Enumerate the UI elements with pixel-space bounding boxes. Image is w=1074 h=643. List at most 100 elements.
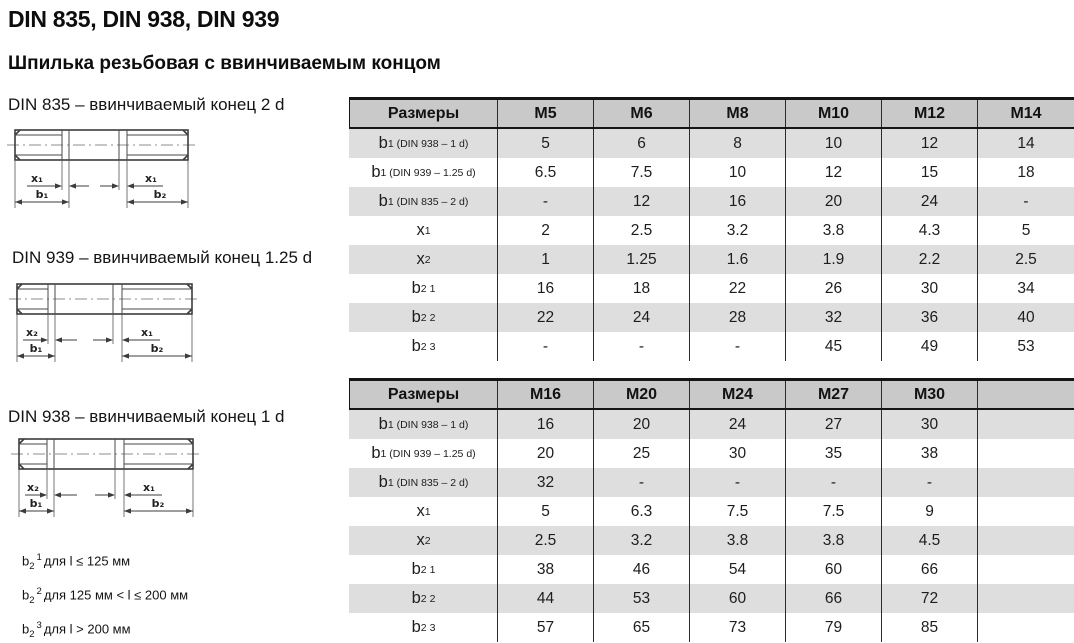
table-cell: 65 — [594, 613, 690, 642]
footnote-text: для l ≤ 125 мм — [43, 553, 131, 569]
spec-table-m16-m30: Размеры M16 M20 M24 M27 M30 b 1 (DIN 938 – 1 d)… — [349, 378, 1074, 642]
column-header: M6 — [594, 100, 690, 127]
table-cell: 36 — [882, 303, 978, 332]
footnote-b2-2: b22 для 125 мм < l ≤ 200 мм — [22, 586, 188, 606]
row-label-base: b — [378, 415, 388, 433]
table-row: b 2 3 57 65 73 79 85 — [349, 613, 1074, 642]
column-header-sizes: Размеры — [350, 381, 498, 408]
table-cell: 24 — [690, 410, 786, 439]
row-label-base: x — [416, 221, 425, 239]
table-cell: 16 — [690, 187, 786, 216]
table-cell: 3.8 — [690, 526, 786, 555]
page-title: DIN 835, DIN 938, DIN 939 — [8, 6, 280, 32]
table-cell: 7.5 — [786, 497, 882, 526]
row-label-base: b — [378, 134, 388, 152]
table-cell: 34 — [1017, 279, 1035, 297]
footnote-sup: 3 — [36, 620, 42, 631]
drawing-caption-din938: DIN 938 – ввинчиваемый конец 1 d — [8, 407, 285, 426]
row-label-base: x — [416, 250, 425, 268]
table-row: b 2 1 38 46 54 60 66 — [349, 555, 1074, 584]
table-cell: 2.5 — [1015, 250, 1037, 268]
table-cell: 22 — [690, 274, 786, 303]
column-header: M8 — [690, 100, 786, 127]
table-cell: 5 — [1021, 221, 1031, 239]
row-label-base: b — [411, 560, 421, 578]
table-cell: 28 — [690, 303, 786, 332]
table-cell: 16 — [498, 410, 594, 439]
table-cell: 53 — [1017, 337, 1035, 355]
table-cell: 15 — [882, 158, 978, 187]
table-cell: 30 — [882, 274, 978, 303]
table-cell: 38 — [498, 555, 594, 584]
table-cell: 5 — [498, 497, 594, 526]
stud-drawing-din835: x₁ x₁ b₁ b₂ — [7, 129, 197, 208]
table-cell: 27 — [786, 410, 882, 439]
row-label-base: b — [371, 163, 381, 181]
table-cell: 1.25 — [594, 245, 690, 274]
table-cell: 32 — [786, 303, 882, 332]
footnote-sup: 1 — [36, 552, 42, 563]
footnote-sub: 2 — [29, 628, 35, 640]
table-top-border — [349, 97, 1074, 100]
footnote-b2-1: b21 для l ≤ 125 мм — [22, 552, 130, 572]
table-cell — [978, 555, 1074, 584]
table-cell: 32 — [498, 468, 594, 497]
table-cell: - — [498, 187, 594, 216]
table-cell: 18 — [1017, 163, 1035, 181]
table-cell — [978, 439, 1074, 468]
table-cell: 79 — [786, 613, 882, 642]
stud-drawing-din938: x₂ x₁ b₁ b₂ — [11, 438, 203, 517]
table-row: b 2 2 44 53 60 66 72 — [349, 584, 1074, 613]
stud-drawing-din939: x₂ x₁ b₁ b₂ — [9, 283, 201, 362]
table-cell: 24 — [594, 303, 690, 332]
table-cell: 20 — [594, 410, 690, 439]
table-cell: 60 — [690, 584, 786, 613]
table-cell: 66 — [882, 555, 978, 584]
table-cell: - — [882, 468, 978, 497]
table-cell — [978, 526, 1074, 555]
row-label-base: b — [411, 618, 421, 636]
table-cell — [978, 410, 1074, 439]
table-cell: - — [690, 332, 786, 361]
footnote-base: b — [22, 553, 30, 569]
column-header-sizes: Размеры — [350, 100, 498, 127]
table-cell: 2.5 — [498, 526, 594, 555]
table-row: x 1 5 6.3 7.5 7.5 9 — [349, 497, 1074, 526]
dim-label-x-left: x₂ — [27, 481, 39, 494]
table-cell: 53 — [594, 584, 690, 613]
dim-label-x-right: x₁ — [141, 326, 153, 339]
dim-label-b2: b₂ — [154, 188, 167, 201]
table-cell: 8 — [690, 129, 786, 158]
table-cell: 4.3 — [882, 216, 978, 245]
table-cell — [978, 613, 1074, 642]
column-header: M12 — [882, 100, 978, 127]
table-cell: - — [498, 332, 594, 361]
table-cell: 10 — [690, 158, 786, 187]
table-cell: 3.8 — [786, 526, 882, 555]
row-label-base: b — [378, 473, 388, 491]
table-cell: 38 — [882, 439, 978, 468]
table-cell: 3.2 — [594, 526, 690, 555]
dim-label-b1: b₁ — [36, 188, 49, 201]
table-cell: 1.6 — [690, 245, 786, 274]
table-top-border — [349, 378, 1074, 381]
table-cell: 72 — [882, 584, 978, 613]
table-cell: 24 — [882, 187, 978, 216]
table-cell: 2 — [498, 216, 594, 245]
table-cell: - — [594, 332, 690, 361]
table-cell: 26 — [786, 274, 882, 303]
table-cell: 66 — [786, 584, 882, 613]
table-cell: 49 — [882, 332, 978, 361]
